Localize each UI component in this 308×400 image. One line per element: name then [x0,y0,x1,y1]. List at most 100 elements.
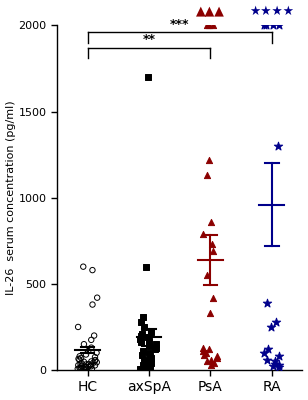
Point [83,351,88,358]
Point [78,365,83,372]
Point [277,362,282,368]
Point [211,248,216,254]
Point [270,362,275,369]
Point [88,362,93,368]
Point [268,324,273,330]
Point [138,336,143,342]
Point [83,364,88,370]
Point [83,361,88,368]
Point [277,22,282,29]
Point [78,360,83,367]
Point [145,364,150,371]
Point [214,355,219,361]
Point [89,337,94,343]
Point [79,355,83,361]
Point [75,366,80,372]
Point [153,341,158,347]
Point [138,339,143,346]
Point [142,356,147,363]
Point [146,74,151,80]
Point [209,241,214,248]
Point [265,356,270,363]
Point [261,350,266,356]
Point [141,362,146,368]
Point [92,332,97,339]
Point [271,22,276,29]
Point [92,354,97,360]
Point [148,329,153,335]
Point [81,358,86,365]
Point [86,348,91,354]
Point [265,346,270,352]
Point [205,358,209,365]
Text: ***: *** [170,18,189,31]
Point [83,363,88,370]
Text: ▲▲▲: ▲▲▲ [196,5,225,18]
Point [94,350,99,356]
Point [94,359,99,366]
Point [143,362,148,369]
Point [76,324,81,330]
Point [201,344,205,351]
Point [273,358,278,365]
Point [83,366,88,373]
Point [76,362,81,368]
Point [76,356,81,362]
Point [202,351,207,358]
Point [204,272,209,278]
Point [205,22,209,29]
Point [79,364,84,371]
Point [139,318,144,325]
Point [204,172,209,178]
Point [200,231,205,237]
Point [209,362,214,368]
Point [149,360,154,366]
Point [145,366,150,372]
Point [277,363,282,370]
Point [139,331,144,337]
Point [77,356,82,363]
Point [141,314,146,320]
Point [77,365,82,371]
Point [208,356,213,363]
Point [90,267,95,273]
Point [153,344,158,351]
Point [77,353,82,360]
Point [145,363,150,370]
Point [207,346,212,352]
Point [93,357,98,363]
Point [92,357,97,364]
Text: ★★★★: ★★★★ [249,5,294,18]
Point [95,294,100,301]
Point [214,353,219,360]
Point [143,358,148,365]
Point [152,346,157,352]
Point [261,22,266,29]
Point [273,361,278,367]
Point [81,264,86,270]
Point [147,338,152,344]
Point [211,22,216,29]
Point [90,301,95,308]
Point [275,143,280,149]
Point [146,343,151,349]
Point [203,350,208,356]
Point [79,360,84,366]
Point [265,300,270,306]
Point [147,353,152,360]
Point [86,364,91,370]
Point [89,363,94,370]
Point [209,219,214,225]
Point [147,350,152,356]
Point [207,157,212,163]
Point [89,358,94,365]
Point [140,348,145,354]
Point [79,362,84,369]
Point [86,361,91,367]
Point [82,341,87,347]
Y-axis label: IL-26  serum concentration (pg/ml): IL-26 serum concentration (pg/ml) [6,100,16,295]
Point [211,360,216,366]
Point [149,355,154,361]
Point [207,310,212,316]
Point [139,332,144,339]
